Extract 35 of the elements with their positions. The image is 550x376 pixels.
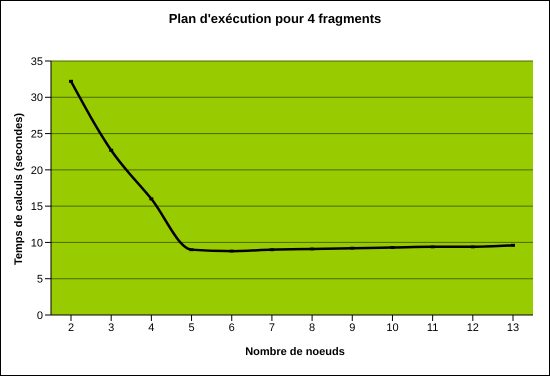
y-tick-label: 25 xyxy=(30,128,43,140)
point xyxy=(149,197,154,200)
x-tick-label: 11 xyxy=(426,322,438,334)
y-tick-label: 15 xyxy=(30,201,43,214)
point xyxy=(390,246,394,250)
x-axis-title: Nombre de noeuds xyxy=(244,346,346,358)
x-tick-label: 13 xyxy=(506,322,520,334)
point xyxy=(470,245,475,248)
x-tick-label: 9 xyxy=(349,322,356,334)
point xyxy=(310,247,314,250)
x-tick-label: 3 xyxy=(108,322,114,334)
point xyxy=(430,245,435,248)
y-axis-title: Temps de calculs (secondes) xyxy=(13,112,25,266)
y-tick-label: 20 xyxy=(30,164,43,177)
y-tick-label: 5 xyxy=(36,274,43,286)
x-tick-label: 4 xyxy=(148,322,154,334)
point xyxy=(109,148,114,152)
y-tick-label: 0 xyxy=(36,310,43,322)
y-tick-label: 35 xyxy=(30,56,43,68)
x-tick-label: 6 xyxy=(228,322,235,334)
point xyxy=(230,250,234,253)
x-tick-label: 7 xyxy=(268,322,275,334)
point xyxy=(69,80,73,83)
y-tick-label: 10 xyxy=(30,237,43,250)
x-tick-label: 5 xyxy=(188,322,195,334)
x-tick-label: 2 xyxy=(68,322,74,334)
x-tick-label: 8 xyxy=(309,322,316,334)
x-tick-label: 10 xyxy=(386,322,399,334)
chart-title: Plan d'exécution pour 4 fragments xyxy=(168,11,382,26)
point xyxy=(511,244,515,247)
x-tick-label: 12 xyxy=(466,322,479,334)
point xyxy=(270,248,274,252)
point xyxy=(350,246,354,250)
y-tick-label: 30 xyxy=(30,92,43,104)
point xyxy=(190,248,194,252)
